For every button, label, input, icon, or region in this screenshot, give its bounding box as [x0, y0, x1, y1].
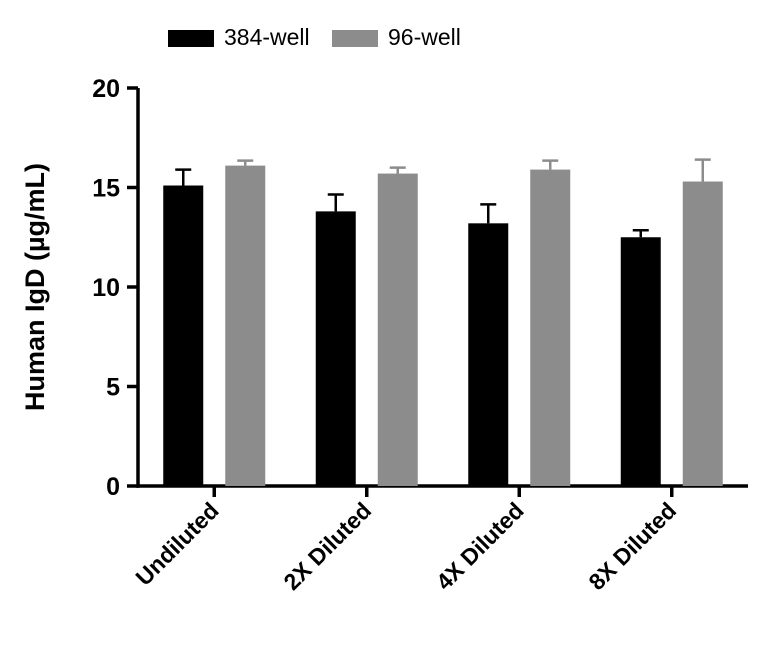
- x-tick-label: 8X Diluted: [583, 497, 681, 595]
- y-tick-label: 10: [92, 274, 120, 302]
- legend-item: 384-well: [168, 24, 310, 50]
- y-tick-label: 0: [106, 473, 120, 501]
- legend-swatch: [168, 30, 214, 47]
- bar: [530, 169, 571, 486]
- y-axis-title: Human IgD (µg/mL): [20, 163, 50, 411]
- legend-swatch: [332, 30, 378, 47]
- legend-label: 96-well: [388, 24, 461, 50]
- bar: [225, 165, 266, 487]
- y-tick-label: 20: [92, 75, 120, 103]
- bar: [468, 223, 509, 486]
- y-tick-label: 5: [106, 374, 120, 402]
- bar: [377, 173, 418, 486]
- legend-item: 96-well: [332, 24, 461, 50]
- legend-label: 384-well: [224, 24, 310, 50]
- bar: [620, 237, 661, 486]
- bar: [315, 211, 356, 486]
- x-tick-label: Undiluted: [130, 497, 223, 590]
- y-tick-label: 15: [92, 175, 120, 203]
- x-tick-label: 2X Diluted: [278, 497, 376, 595]
- legend: 384-well 96-well: [168, 24, 461, 50]
- bar: [163, 185, 204, 486]
- x-tick-label: 4X Diluted: [431, 497, 529, 595]
- bar: [682, 181, 723, 486]
